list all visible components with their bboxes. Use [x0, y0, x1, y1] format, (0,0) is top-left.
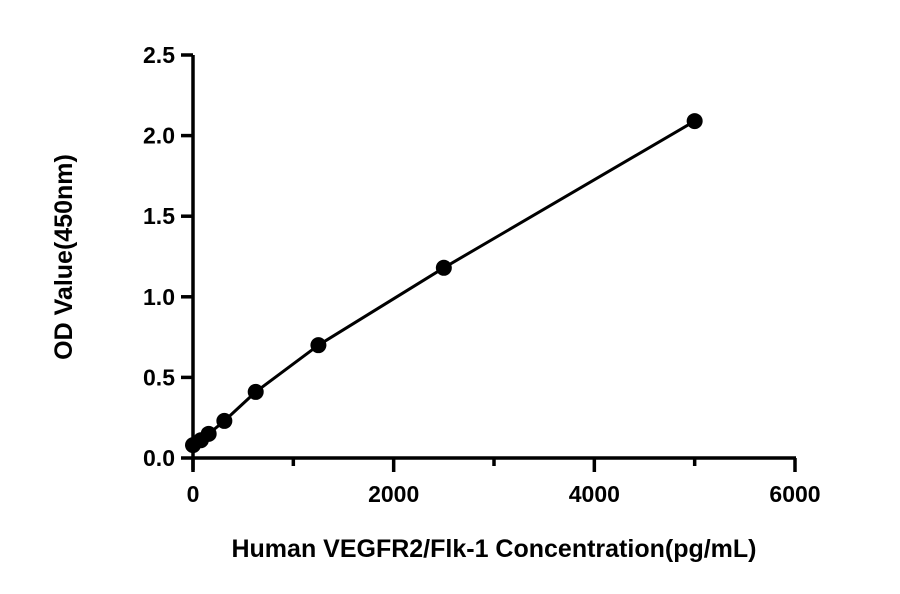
x-axis-title: Human VEGFR2/Flk-1 Concentration(pg/mL) [231, 535, 756, 563]
y-tick-label: 0.5 [143, 364, 175, 390]
data-point [686, 113, 703, 130]
y-tick-label: 0.0 [143, 445, 175, 471]
axes: 0.0 0.5 1.0 1.5 2.0 2.5 0 2000 4000 6000 [143, 42, 821, 507]
y-tick-label: 1.0 [143, 284, 175, 310]
data-point [216, 412, 233, 429]
y-axis-title: OD Value(450nm) [50, 154, 78, 360]
y-tick-label: 2.5 [143, 42, 175, 68]
y-tick-label: 2.0 [143, 123, 175, 149]
x-tick-label: 0 [187, 481, 200, 507]
data-point [247, 383, 264, 400]
y-tick-label: 1.5 [143, 203, 175, 229]
data-point [310, 337, 327, 354]
x-tick-label: 4000 [569, 481, 620, 507]
fit-curve [192, 119, 696, 447]
data-point [435, 259, 452, 276]
data-point [200, 425, 217, 442]
plot-area [185, 113, 703, 454]
x-tick-label: 2000 [368, 481, 419, 507]
x-tick-label: 6000 [769, 481, 820, 507]
